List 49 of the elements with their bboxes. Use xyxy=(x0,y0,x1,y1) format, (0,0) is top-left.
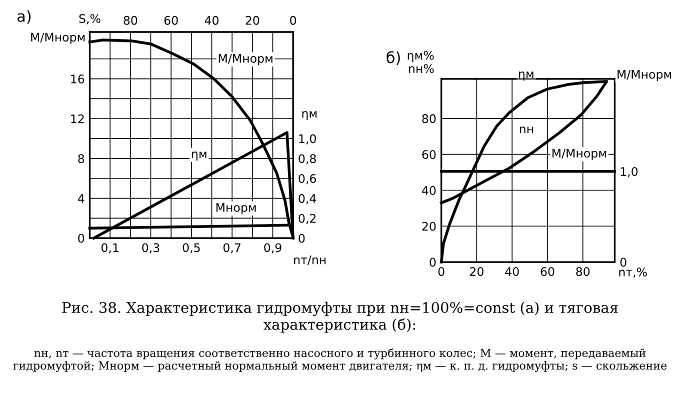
y-tick-label: 8 xyxy=(78,154,84,164)
x-tick-label: 0,3 xyxy=(142,243,160,254)
x2-tick-label: 20 xyxy=(246,16,260,25)
x-axis-title: nт,% xyxy=(619,268,647,278)
x-tick-label: 40 xyxy=(505,267,519,276)
x-tick-label: 0,5 xyxy=(182,243,200,254)
y2-tick-label: 0,2 xyxy=(298,214,316,224)
y-tick-label: 0 xyxy=(430,258,436,267)
y-axis-title: M/Mнорм xyxy=(31,32,85,44)
x-tick-label: 0,7 xyxy=(223,243,240,254)
x2-tick-label: 40 xyxy=(204,16,218,25)
text: Рис. 38. Характеристика гидромуфты при nн=100%=const (а) и тяговая характеристика (б): xyxy=(62,302,618,333)
text: nн, nт — частота вращения соответственно насосного и турбинного колес; M — момент, передаваемый гидромуфтой; Mнорм — расчетный нормальный момент двигателя; ηм — к. п. д. гидромуфты; s — скольжение xyxy=(13,348,667,372)
x2-tick-label: 60 xyxy=(164,16,178,25)
y-tick-label: 60 xyxy=(422,150,436,160)
x-tick-label: 80 xyxy=(576,267,590,276)
x2-axis-title: S,% xyxy=(79,14,100,24)
y2-tick-label: 0,8 xyxy=(298,154,316,164)
x-tick-label: 0,1 xyxy=(101,243,118,254)
series-label: M/Mнорм xyxy=(552,148,606,160)
y-tick-label: 12 xyxy=(71,114,84,124)
y2-tick-label: 0 xyxy=(298,234,305,243)
x-tick-label: 0,9 xyxy=(264,243,282,254)
x2-tick-label: 0 xyxy=(290,16,296,25)
y2-axis-title: M/Mнорм xyxy=(618,70,672,82)
y2-tick-label: 0,6 xyxy=(298,174,316,184)
y-tick-label: 0 xyxy=(78,234,84,243)
series-label: nн xyxy=(520,126,533,134)
x2-tick-label: 80 xyxy=(124,16,138,25)
series-label: Mнорм xyxy=(216,203,256,214)
x-tick-label: 20 xyxy=(470,267,484,276)
x-axis-title: nт/nн xyxy=(294,255,326,266)
y-tick-label: 40 xyxy=(422,186,436,195)
y2-tick-label: 0 xyxy=(620,258,626,267)
x-tick-label: 60 xyxy=(540,267,554,276)
y2-tick-label: 1,0 xyxy=(620,167,638,178)
y-tick-label: 16 xyxy=(71,74,84,84)
y2-tick-label: 1,0 xyxy=(299,134,316,144)
y2-axis-title: ηм xyxy=(302,111,317,120)
series-label: ηм xyxy=(192,152,206,161)
y2-tick-label: 0,4 xyxy=(298,194,316,204)
y-tick-label: 20 xyxy=(422,222,436,231)
text: б) xyxy=(386,51,400,65)
y-axis-title: ηм% nн% xyxy=(408,50,434,74)
y-tick-label: 4 xyxy=(78,194,84,203)
y-tick-label: 80 xyxy=(422,114,436,124)
text: а) xyxy=(17,10,31,24)
x-tick-label: 0 xyxy=(438,267,444,276)
series-label: M/Mнорм xyxy=(218,54,272,66)
